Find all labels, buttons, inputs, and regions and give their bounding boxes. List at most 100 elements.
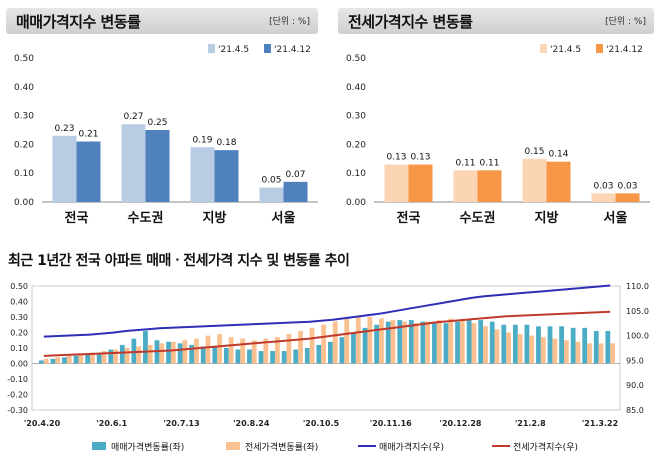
bar (90, 352, 95, 364)
data-label: 0.18 (216, 138, 236, 148)
bar (339, 337, 345, 364)
bar (512, 324, 518, 364)
bar (413, 323, 419, 364)
category-label: 지방 (203, 210, 227, 226)
unit-label-sale: [단위 : %] (269, 17, 310, 27)
bar (304, 348, 310, 364)
bar (205, 335, 211, 364)
x-tick-label: '20.10.5 (303, 419, 340, 428)
data-label: 0.14 (548, 150, 568, 160)
legend-label: '21.4.12 (274, 45, 311, 55)
bar (522, 158, 547, 202)
trend-title: 최근 1년간 전국 아파트 매매ㆍ전세가격 지수 및 변동률 추이 (8, 253, 350, 269)
legend-label: '21.4.5 (550, 45, 581, 55)
legend-swatch (596, 44, 603, 53)
bar (489, 321, 495, 364)
bar (258, 351, 264, 364)
bar (228, 337, 234, 364)
data-label: 0.13 (386, 153, 406, 163)
bar (143, 330, 148, 364)
bar (259, 187, 284, 202)
legend-label: '21.4.12 (606, 45, 643, 55)
bar (309, 327, 315, 364)
bar (367, 317, 373, 364)
category-label: 지방 (535, 210, 559, 226)
data-label: 0.19 (192, 135, 212, 145)
series-line (43, 310, 611, 357)
bar (298, 330, 303, 364)
panel-head-jeonse: 전세가격지수 변동률 [단위 : %] (338, 8, 654, 34)
bar (344, 318, 350, 364)
bar (459, 320, 465, 364)
bar (76, 141, 101, 202)
bar (563, 340, 569, 364)
legend-swatch (92, 442, 106, 450)
y-tick-label: 0.40 (14, 83, 34, 93)
bar (182, 340, 188, 364)
bar (235, 349, 241, 364)
panel-title-sale: 매매가격지수 변동률 (16, 13, 141, 31)
bar (247, 349, 252, 364)
bar (471, 323, 477, 364)
bar (332, 321, 338, 364)
x-tick-label: '21.3.22 (582, 419, 618, 428)
bar (448, 318, 454, 364)
y-left-tick-label: 0.00 (10, 360, 28, 369)
bar (517, 334, 523, 364)
bar (546, 161, 571, 202)
legend-label: 전세가격지수(우) (513, 441, 578, 453)
bar (529, 335, 535, 364)
data-label: 0.03 (593, 181, 613, 191)
bar (283, 181, 308, 202)
bar (582, 327, 588, 364)
bar (390, 320, 396, 364)
bar (240, 338, 246, 364)
bar (379, 318, 384, 364)
y-left-tick-label: -0.30 (7, 406, 28, 415)
y-tick-label: 0.30 (346, 112, 366, 122)
bar (212, 346, 218, 364)
legend-label: 전세가격변동률(좌) (245, 441, 318, 453)
panel-head-sale: 매매가격지수 변동률 [단위 : %] (6, 8, 318, 34)
bar (598, 343, 604, 364)
bar (593, 330, 599, 364)
y-right-tick-label: 110.0 (626, 282, 649, 291)
bar (351, 332, 356, 364)
bar (591, 193, 616, 202)
bar (281, 351, 287, 364)
legend-label: 매매가격변동률(좌) (111, 441, 184, 453)
bar (177, 343, 183, 364)
y-tick-label: 0.50 (346, 54, 366, 64)
bar (214, 150, 239, 202)
data-label: 0.23 (54, 124, 74, 134)
y-tick-label: 0.50 (14, 54, 34, 64)
category-label: 수도권 (460, 211, 496, 226)
bar (385, 321, 391, 364)
bar (436, 320, 442, 364)
y-right-tick-label: 100.0 (626, 332, 649, 341)
data-label: 0.27 (123, 112, 143, 122)
bar (55, 357, 61, 364)
data-label: 0.05 (261, 176, 281, 186)
bar (121, 124, 146, 202)
x-tick-label: '20.4.20 (24, 419, 61, 428)
category-label: 서울 (272, 210, 296, 226)
legend-label: '21.4.5 (218, 45, 249, 55)
jeonse-change-bar-chart: 0.00 0.10 0.20 0.30 0.40 0.50 0.13 0.13 전국 0.11 0.… (346, 44, 650, 226)
bar (96, 352, 102, 364)
bar (420, 321, 426, 364)
bar (50, 358, 56, 364)
bar (408, 164, 433, 202)
data-label: 0.07 (285, 170, 305, 180)
bar (362, 327, 368, 364)
y-left-tick-label: 0.50 (10, 282, 28, 291)
y-tick-label: 0.40 (346, 83, 366, 93)
bar (494, 329, 500, 364)
bar (524, 324, 530, 364)
unit-label-jeonse: [단위 : %] (605, 17, 646, 27)
legend-swatch (226, 442, 240, 450)
legend-swatch (540, 44, 547, 53)
bar (159, 343, 165, 364)
bar (43, 358, 49, 364)
bar (605, 330, 611, 364)
